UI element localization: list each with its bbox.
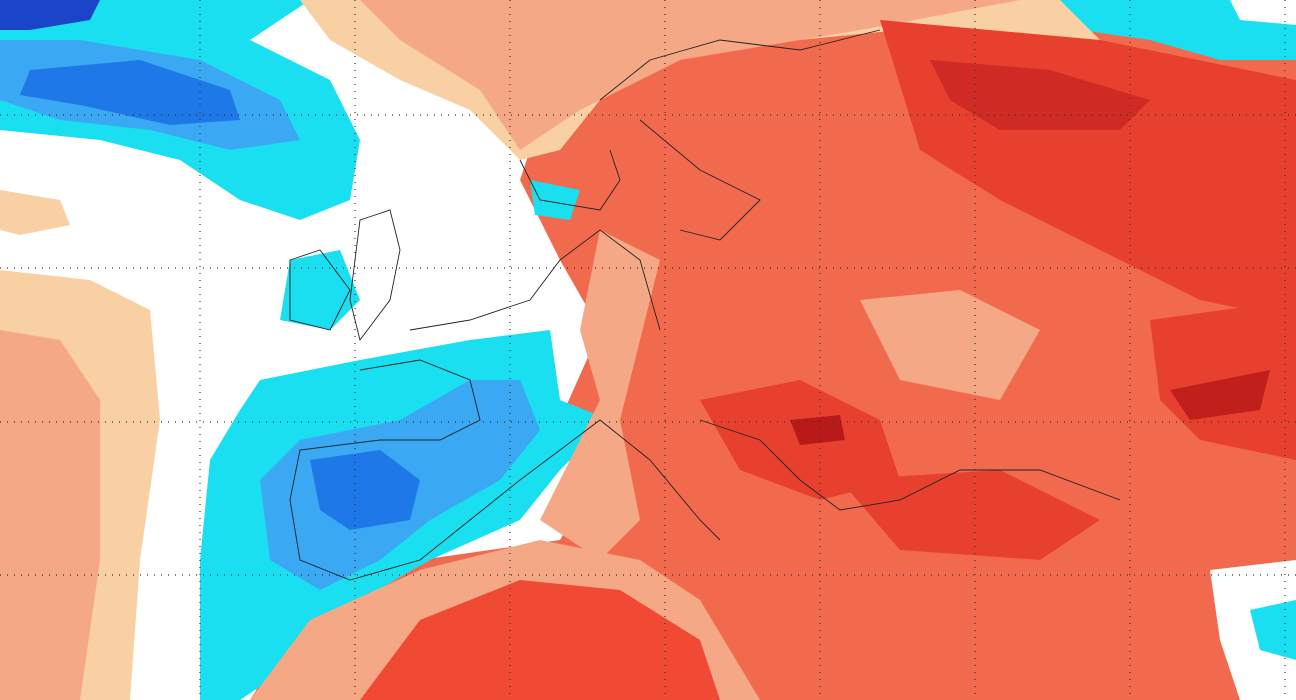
cold-anomaly-arctic bbox=[1050, 0, 1296, 60]
warm-band-central bbox=[540, 230, 660, 560]
coastline bbox=[289, 29, 1121, 581]
neutral-zone-arctic bbox=[1230, 0, 1296, 25]
warm-band-north bbox=[360, 0, 1020, 150]
cold-anomaly-strong bbox=[20, 60, 240, 125]
warm-anomaly-turkey bbox=[840, 470, 1100, 560]
warm-anomaly-russia-core bbox=[930, 60, 1150, 130]
cold-anomaly-extreme bbox=[0, 0, 100, 30]
warm-anomaly-atlantic-core bbox=[0, 330, 100, 700]
warm-patch bbox=[0, 190, 70, 235]
warm-anomaly-balkans-core bbox=[790, 415, 845, 445]
cold-anomaly-north-sea bbox=[530, 180, 580, 220]
warm-anomaly-kazakh-core bbox=[1170, 370, 1270, 420]
cold-anomaly-iberia bbox=[310, 450, 420, 530]
warm-africa-core bbox=[360, 580, 720, 700]
neutral-zone-east bbox=[1210, 560, 1296, 700]
warm-anomaly-ukraine bbox=[860, 290, 1040, 400]
